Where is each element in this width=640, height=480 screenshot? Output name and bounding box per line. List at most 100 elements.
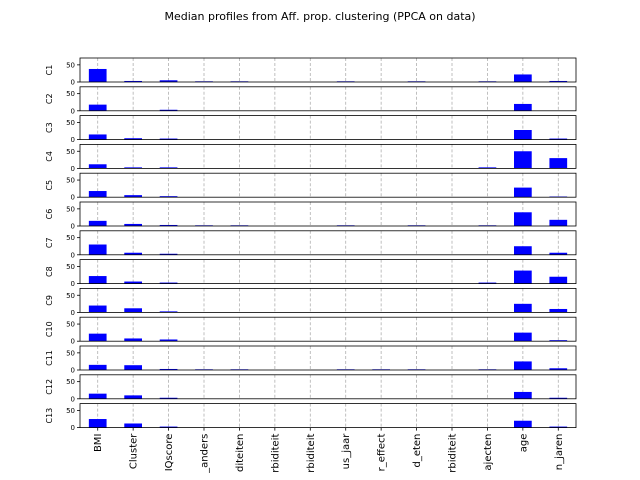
bar <box>549 276 568 284</box>
y-tick-label: 0 <box>71 424 75 432</box>
bar <box>549 426 568 428</box>
bar <box>124 365 142 370</box>
panel-c10: 0 50 C10 <box>45 316 577 346</box>
x-tick-label: ajecten <box>483 434 494 471</box>
x-tick-label: _anders <box>200 434 211 474</box>
panel-frame <box>79 201 577 227</box>
bar <box>159 167 178 169</box>
series-label: C7 <box>45 237 54 248</box>
bar <box>88 104 107 111</box>
series-label: C12 <box>45 379 54 395</box>
bar <box>549 368 568 370</box>
bar <box>124 138 142 140</box>
bar <box>124 338 142 342</box>
panel-c12: 0 50 C12 <box>45 374 577 403</box>
bar <box>514 103 532 111</box>
series-label: C11 <box>45 350 54 366</box>
bar <box>159 80 178 82</box>
series-label: C6 <box>45 209 54 220</box>
y-tick-label: 50 <box>66 321 75 329</box>
panel-c7: 0 50 C7 <box>45 230 577 259</box>
bar <box>549 340 568 342</box>
bar <box>124 308 142 313</box>
series-label: C13 <box>45 408 54 424</box>
panel-frame <box>79 86 577 112</box>
bar <box>514 212 532 226</box>
bar <box>514 187 532 198</box>
panel-c1: 0 50 C1 <box>45 57 577 87</box>
bar <box>514 332 532 342</box>
panel-c3: 0 50 C3 <box>45 115 577 144</box>
series-label: C9 <box>45 295 54 306</box>
panel-c9: 0 50 C9 <box>45 287 577 317</box>
bar <box>549 252 568 255</box>
panel-c2: 0 50 C2 <box>45 86 577 115</box>
panel-c13: 0 50 C13 BMI Cluster IQscore _anders diteiten rb… <box>45 403 577 474</box>
y-tick-label: 0 <box>71 107 75 115</box>
panel-frame <box>79 57 577 83</box>
x-tick-label: d_eten <box>412 434 423 468</box>
bar <box>124 167 142 169</box>
bar <box>88 276 107 284</box>
y-tick-label: 0 <box>71 338 75 346</box>
panel-frame <box>79 374 577 400</box>
bar <box>514 246 532 255</box>
x-tick-label: diteiten <box>235 434 246 472</box>
bar <box>88 364 107 370</box>
bar <box>549 80 568 82</box>
bar <box>514 420 532 428</box>
bar <box>88 220 107 226</box>
bar <box>88 305 107 313</box>
y-tick-label: 50 <box>66 407 75 415</box>
panel-c11: 0 50 C11 <box>45 345 577 375</box>
bar <box>159 253 178 255</box>
bar <box>124 423 142 428</box>
bar <box>514 361 532 370</box>
bar <box>124 223 142 226</box>
y-tick-label: 50 <box>66 119 75 127</box>
bar <box>549 397 568 399</box>
bar <box>514 270 532 284</box>
bar <box>514 303 532 313</box>
y-tick-label: 0 <box>71 223 75 231</box>
bar <box>159 339 178 342</box>
bar <box>124 281 142 284</box>
bar <box>124 80 142 82</box>
series-label: C2 <box>45 93 54 104</box>
series-label: C5 <box>45 180 54 191</box>
bar <box>514 130 532 140</box>
x-tick-label: BMI <box>93 434 104 452</box>
x-tick-label: rbiditeit <box>306 434 317 473</box>
y-tick-label: 0 <box>71 309 75 317</box>
series-label: C3 <box>45 122 54 133</box>
y-tick-label: 50 <box>66 148 75 156</box>
bar <box>124 395 142 399</box>
y-tick-label: 0 <box>71 280 75 288</box>
panel-c4: 0 50 C4 <box>45 143 577 173</box>
y-tick-label: 0 <box>71 136 75 144</box>
panel-frame <box>79 316 577 342</box>
bar <box>159 368 178 370</box>
bar <box>159 397 178 399</box>
bar <box>549 219 568 226</box>
x-tick-label: rbiditeit <box>270 434 281 473</box>
panel-frame <box>79 143 577 169</box>
bar <box>159 196 178 198</box>
y-tick-label: 50 <box>66 61 75 69</box>
chart-title: Median profiles from Aff. prop. clusteri… <box>164 10 475 23</box>
y-tick-label: 50 <box>66 378 75 386</box>
bar <box>478 282 497 284</box>
bar <box>514 151 532 169</box>
x-tick-label: rbiditeit <box>448 434 459 473</box>
x-tick-label: Cluster <box>129 433 140 469</box>
bar <box>88 393 107 399</box>
bar <box>124 195 142 198</box>
y-tick-label: 50 <box>66 292 75 300</box>
bar <box>514 74 532 82</box>
panel-c5: 0 50 C5 <box>45 172 577 202</box>
panels: 050C1050C2050C3050C4050C5050C6050C7050C8… <box>45 57 577 474</box>
panel-frame <box>79 230 577 256</box>
bar <box>159 109 178 111</box>
y-tick-label: 50 <box>66 234 75 242</box>
